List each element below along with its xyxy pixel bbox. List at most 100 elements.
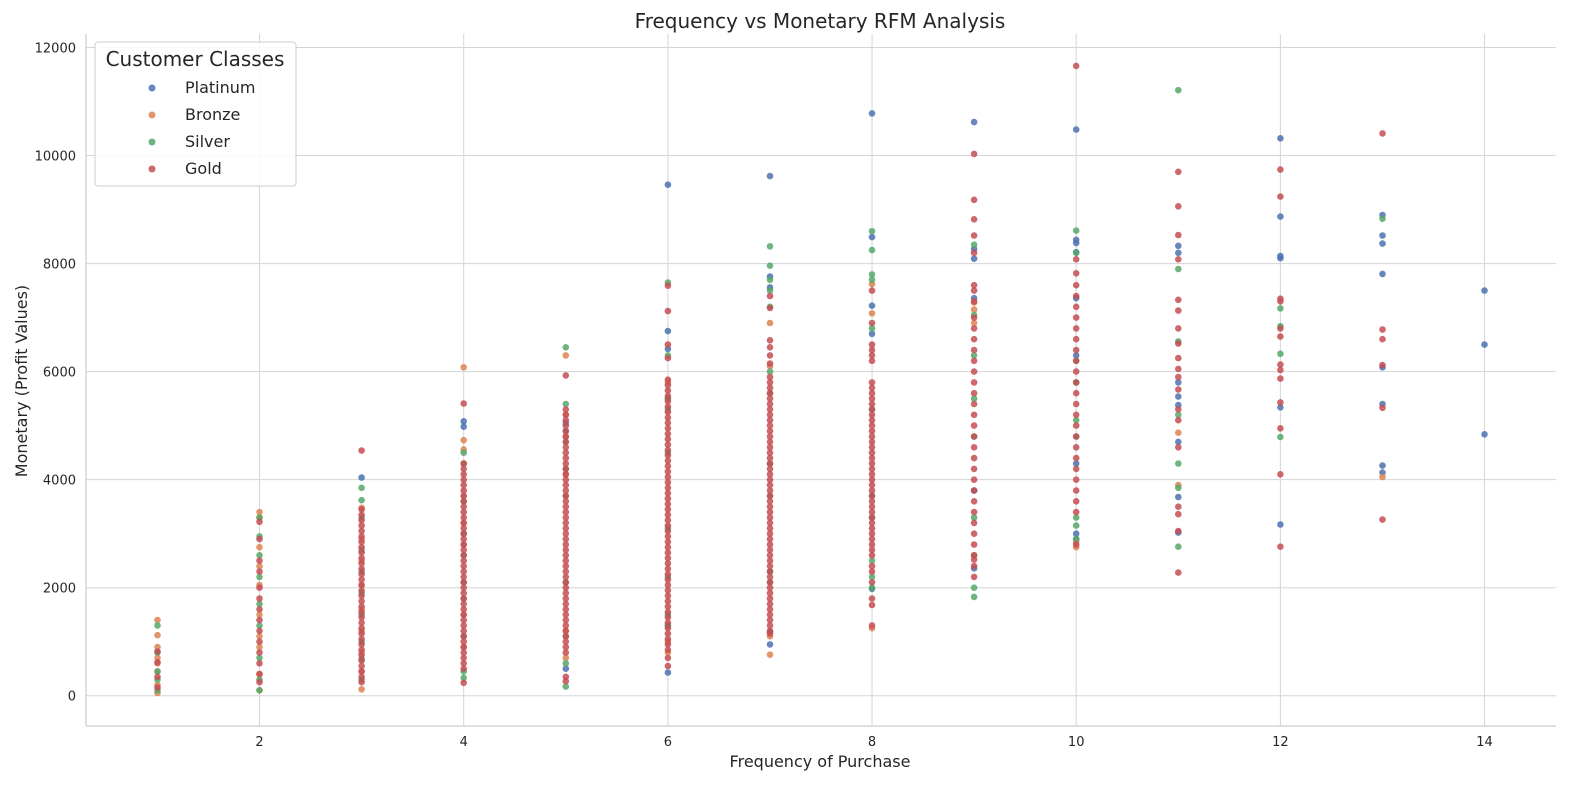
data-point xyxy=(868,384,876,392)
data-point xyxy=(970,319,978,327)
data-point xyxy=(256,552,263,559)
data-point xyxy=(460,660,468,667)
data-point xyxy=(1277,350,1284,358)
data-point xyxy=(664,181,672,188)
data-point xyxy=(1175,86,1182,94)
data-point xyxy=(460,423,468,431)
data-point xyxy=(766,337,774,344)
data-point xyxy=(358,630,365,637)
data-point xyxy=(664,662,672,670)
data-point xyxy=(664,624,672,632)
data-point xyxy=(664,376,672,384)
legend: Customer Classes Platinum Bronze Silver Gol… xyxy=(94,41,297,187)
data-point xyxy=(766,519,774,527)
data-point xyxy=(766,552,774,559)
data-point xyxy=(868,310,876,317)
data-point xyxy=(868,503,876,511)
data-point xyxy=(766,460,774,467)
data-point xyxy=(460,436,468,444)
data-point xyxy=(766,584,774,591)
data-point xyxy=(358,646,365,654)
data-point xyxy=(970,118,978,126)
data-point xyxy=(562,606,570,613)
data-point xyxy=(562,643,570,651)
data-point xyxy=(1175,493,1182,501)
data-point xyxy=(358,673,365,681)
data-point xyxy=(562,530,570,537)
data-point xyxy=(358,543,365,551)
data-point xyxy=(1379,361,1386,369)
data-point xyxy=(1277,193,1284,200)
data-point xyxy=(766,287,774,294)
data-point xyxy=(664,354,672,362)
data-point xyxy=(868,584,876,591)
data-point xyxy=(664,430,672,438)
data-point xyxy=(256,649,263,656)
data-point xyxy=(1175,373,1182,381)
data-point xyxy=(562,579,570,586)
data-point xyxy=(1175,296,1182,304)
x-tick-label: 10 xyxy=(1068,735,1085,750)
data-point xyxy=(664,511,672,519)
data-point xyxy=(664,307,672,315)
data-point xyxy=(664,630,672,637)
data-point xyxy=(1481,287,1488,294)
data-point xyxy=(766,344,774,351)
data-point xyxy=(766,292,774,300)
data-point xyxy=(970,556,978,563)
data-point xyxy=(358,678,365,686)
data-point xyxy=(970,287,978,294)
data-point xyxy=(562,433,570,440)
data-point xyxy=(868,535,876,543)
data-point xyxy=(664,560,672,567)
data-point xyxy=(766,514,774,521)
data-point xyxy=(1175,393,1182,400)
data-point xyxy=(460,595,468,602)
data-point xyxy=(256,543,263,551)
data-point xyxy=(460,418,468,425)
data-point xyxy=(154,648,161,655)
data-point xyxy=(970,433,978,440)
data-point xyxy=(1072,400,1080,408)
data-point xyxy=(664,570,672,578)
data-point xyxy=(868,557,876,564)
series-gold xyxy=(154,62,1386,691)
data-point xyxy=(970,519,978,527)
data-point xyxy=(766,546,774,554)
data-point xyxy=(460,665,468,672)
data-point xyxy=(970,346,978,354)
data-point xyxy=(460,573,468,581)
data-point xyxy=(970,325,978,332)
data-point xyxy=(664,554,672,562)
data-point xyxy=(562,427,570,435)
data-point xyxy=(766,319,774,327)
data-point xyxy=(766,438,774,446)
data-point xyxy=(970,498,978,505)
data-point xyxy=(868,379,876,386)
data-points xyxy=(154,62,1488,697)
data-point xyxy=(1072,422,1080,429)
data-point xyxy=(562,622,570,629)
data-point xyxy=(358,570,365,578)
data-point xyxy=(664,462,672,470)
data-point xyxy=(562,352,570,359)
data-point xyxy=(664,408,672,416)
data-point xyxy=(664,565,672,573)
data-point xyxy=(562,552,570,559)
data-point xyxy=(562,438,570,446)
data-point xyxy=(562,525,570,532)
data-point xyxy=(154,616,161,624)
data-point xyxy=(1277,433,1284,441)
data-point xyxy=(766,276,774,284)
data-point xyxy=(868,595,876,602)
data-point xyxy=(562,557,570,564)
data-point xyxy=(868,357,876,365)
data-point xyxy=(664,516,672,524)
y-tick-label: 4000 xyxy=(43,474,76,489)
legend-box xyxy=(94,41,297,187)
data-point xyxy=(766,530,774,537)
data-point xyxy=(154,673,161,681)
data-point xyxy=(664,441,672,448)
data-point xyxy=(1175,379,1182,386)
data-point xyxy=(358,533,365,540)
